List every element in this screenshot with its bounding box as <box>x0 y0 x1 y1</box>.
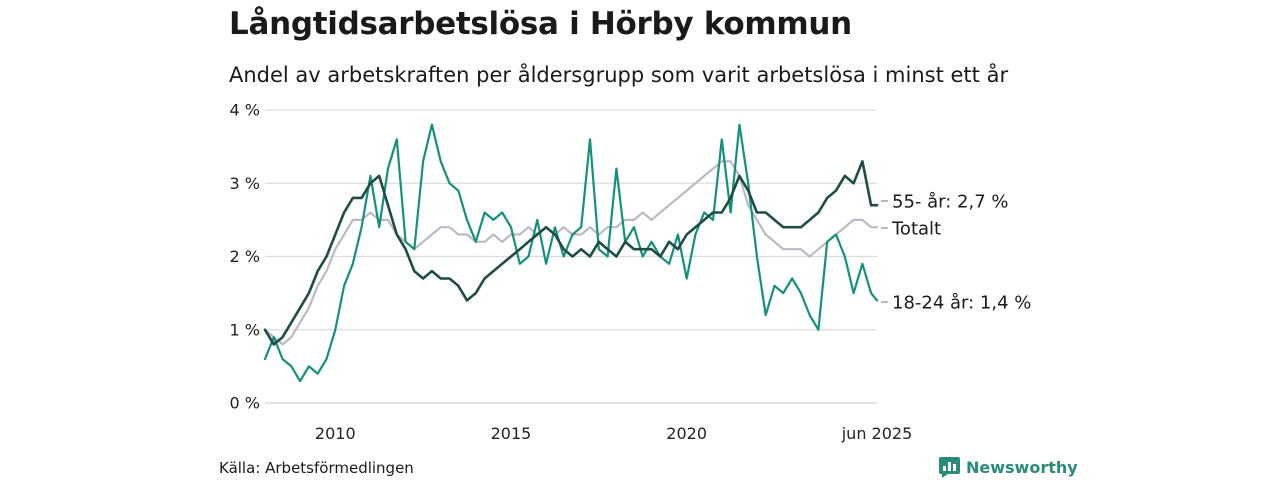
end-label: 55- år: 2,7 % <box>892 192 1008 213</box>
y-axis-tick-labels: 0 % 1 % 2 % 3 % 4 % <box>230 101 260 413</box>
x-axis-tick-labels: 2010 2015 2020 jun 2025 <box>315 424 912 443</box>
y-tick-label: 2 % <box>230 247 260 266</box>
end-label: 18-24 år: 1,4 % <box>892 293 1031 314</box>
brand-logo[interactable]: Newsworthy <box>939 455 1078 479</box>
chart-title: Långtidsarbetslösa i Hörby kommun <box>229 6 852 42</box>
series-line-2 <box>263 160 879 346</box>
line-chart: 0 % 1 % 2 % 3 % 4 % 2010 2015 2020 jun 2025 55-… <box>230 101 1032 444</box>
source-note: Källa: Arbetsförmedlingen <box>219 459 414 477</box>
y-tick-label: 0 % <box>230 394 260 413</box>
y-tick-label: 3 % <box>230 174 260 193</box>
brand-name: Newsworthy <box>966 457 1078 477</box>
y-tick-label: 1 % <box>230 320 260 339</box>
y-tick-label: 4 % <box>230 101 260 120</box>
x-tick-label: 2015 <box>491 424 532 443</box>
end-label: Totalt <box>891 219 941 240</box>
series-line-0 <box>263 160 879 346</box>
series-line-1 <box>263 123 879 383</box>
newsworthy-logo-icon <box>939 456 960 478</box>
x-tick-label: 2010 <box>315 424 356 443</box>
series-lines <box>263 123 879 383</box>
end-labels: 55- år: 2,7 % Totalt 18-24 år: 1,4 % <box>881 192 1031 314</box>
x-tick-label: jun 2025 <box>841 424 913 443</box>
x-tick-label: 2020 <box>666 424 707 443</box>
chart-subtitle: Andel av arbetskraften per åldersgrupp s… <box>229 63 1009 87</box>
